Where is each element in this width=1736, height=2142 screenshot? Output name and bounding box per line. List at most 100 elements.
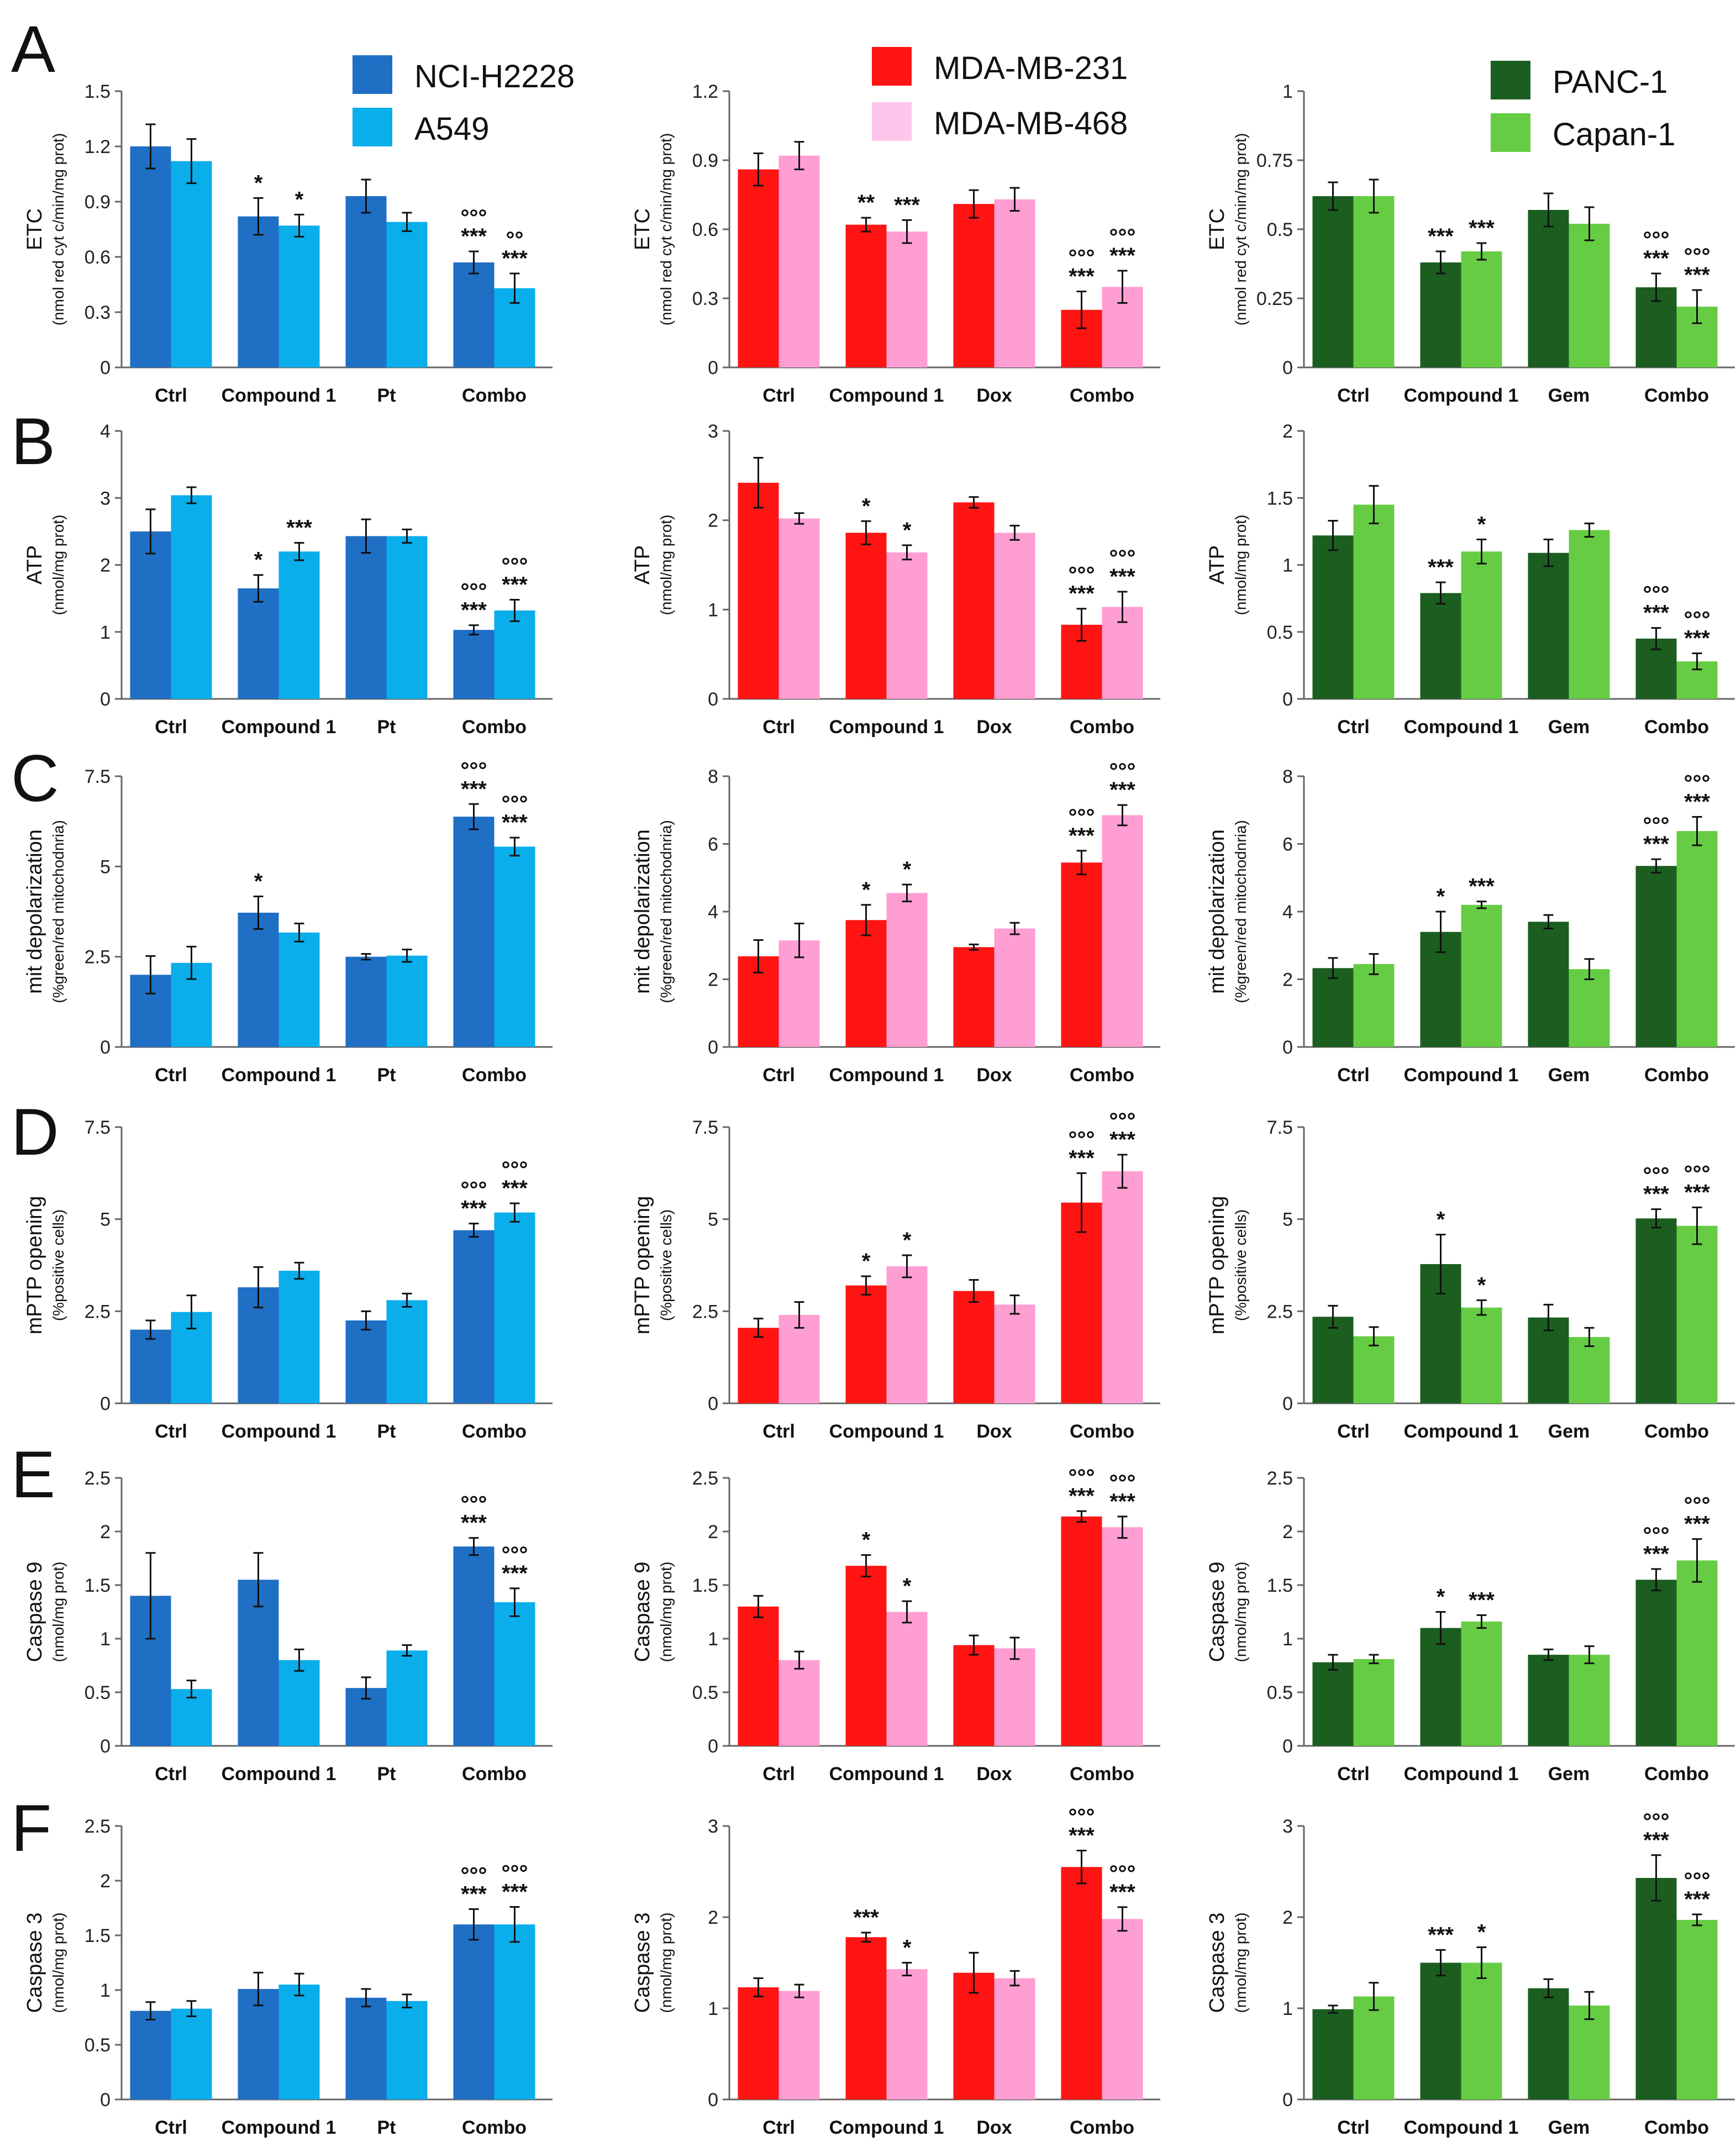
- significance-mark: ***: [461, 1882, 487, 1906]
- x-category-label: Compound 1: [222, 1065, 336, 1086]
- legend-swatch-a549: [353, 108, 392, 146]
- y-axis-label: ATP: [631, 545, 654, 585]
- y-axis-sublabel: (nmol/mg prot): [657, 1561, 675, 1662]
- significance-mark: °°°: [502, 1157, 528, 1182]
- y-tick-label: 0: [100, 1393, 111, 1414]
- y-tick-label: 4: [708, 902, 718, 923]
- bar-mda-mb-231-combo: [1061, 1867, 1102, 2099]
- significance-mark: °°°: [1643, 813, 1670, 838]
- chart-12-caspase-9: 0 0.5 1 1.5 2 2.5 Caspase 9 (nmol/mg prot) Ctrl C…: [23, 1468, 553, 1785]
- y-tick-label: 0.6: [85, 247, 111, 268]
- y-tick-label: 1: [708, 1998, 718, 2019]
- bar-panc-1-combo: [1635, 866, 1677, 1047]
- significance-mark: °°°: [1069, 805, 1095, 829]
- bar-mda-mb-231-dox: [953, 1972, 995, 2099]
- chart-14-caspase-9: 0 0.5 1 1.5 2 2.5 Caspase 9 (nmol/mg prot) Ctrl C…: [1206, 1468, 1735, 1785]
- chart-15-caspase-3: 0 0.5 1 1.5 2 2.5 Caspase 3 (nmol/mg prot) Ctrl C…: [23, 1816, 553, 2138]
- panel-letter-c: C: [11, 741, 59, 815]
- bar-mda-mb-231-dox: [953, 1291, 995, 1403]
- bar-capan-1-gem: [1569, 1655, 1610, 1746]
- bar-a549-compound-1: [278, 1660, 320, 1746]
- x-category-label: Gem: [1548, 1421, 1590, 1442]
- y-axis-label: ATP: [1206, 545, 1229, 585]
- significance-mark: ***: [1469, 1588, 1495, 1612]
- y-axis-label: ETC: [23, 208, 46, 250]
- significance-mark: *: [1477, 1273, 1486, 1297]
- x-category-label: Ctrl: [762, 1764, 795, 1785]
- significance-mark: *: [903, 518, 912, 543]
- y-tick-label: 0.75: [1256, 150, 1293, 171]
- bar-mda-mb-231-dox: [953, 1645, 995, 1746]
- bar-mda-mb-231-ctrl: [738, 169, 779, 367]
- y-tick-label: 3: [1282, 1816, 1293, 1837]
- y-tick-label: 7.5: [692, 1117, 718, 1138]
- significance-mark: °°°: [1069, 1805, 1095, 1829]
- legend-label-nci-h2228: NCI-H2228: [414, 59, 575, 94]
- y-tick-label: 1: [100, 1980, 111, 2001]
- significance-mark: °°°: [461, 1863, 487, 1887]
- x-category-label: Ctrl: [762, 385, 795, 406]
- significance-mark: °°°: [1109, 546, 1136, 570]
- bar-a549-ctrl: [171, 1689, 212, 1746]
- y-axis-sublabel: (%green/red mitochodnria): [50, 820, 67, 1003]
- x-category-label: Pt: [377, 385, 396, 406]
- significance-mark: *: [903, 1228, 912, 1252]
- x-category-label: Combo: [462, 2117, 527, 2138]
- y-tick-label: 0: [1282, 357, 1293, 378]
- bar-nci-h2228-pt: [345, 536, 387, 699]
- bar-a549-pt: [386, 536, 428, 699]
- significance-mark: °°°: [1684, 1493, 1711, 1518]
- y-axis-sublabel: (%green/red mitochodnria): [657, 820, 675, 1003]
- bar-mda-mb-231-compound-1: [845, 1285, 887, 1403]
- x-category-label: Compound 1: [1404, 1421, 1519, 1442]
- legend-label-mda-mb-231: MDA-MB-231: [934, 50, 1128, 86]
- bar-a549-compound-1: [278, 1271, 320, 1403]
- bar-capan-1-combo: [1676, 1919, 1718, 2099]
- significance-mark: °°°: [461, 580, 487, 604]
- significance-mark: °°°: [502, 554, 528, 578]
- significance-mark: *: [254, 870, 263, 894]
- significance-mark: ***: [1428, 555, 1454, 580]
- bar-nci-h2228-ctrl: [130, 2011, 171, 2099]
- significance-mark: °°°: [1109, 1109, 1136, 1133]
- y-tick-label: 2: [100, 1522, 111, 1543]
- y-tick-label: 2: [1282, 970, 1293, 991]
- significance-mark: *: [862, 1249, 871, 1273]
- y-tick-label: 2.5: [1267, 1301, 1293, 1322]
- bar-capan-1-compound-1: [1461, 251, 1502, 367]
- y-axis-sublabel: (%positive cells): [657, 1209, 675, 1321]
- y-axis-sublabel: (%positive cells): [50, 1209, 67, 1321]
- y-tick-label: 2: [100, 555, 111, 576]
- y-axis-label: ATP: [23, 545, 46, 585]
- y-tick-label: 1: [100, 622, 111, 643]
- bar-mda-mb-231-ctrl: [738, 1606, 779, 1746]
- x-category-label: Combo: [1644, 2117, 1709, 2138]
- bar-capan-1-ctrl: [1353, 1336, 1395, 1403]
- y-tick-label: 0: [100, 1037, 111, 1058]
- bar-nci-h2228-combo: [453, 262, 495, 367]
- bar-mda-mb-468-compound-1: [886, 552, 928, 699]
- significance-mark: ***: [461, 1511, 487, 1535]
- x-category-label: Dox: [976, 717, 1012, 738]
- x-category-label: Combo: [1070, 1065, 1134, 1086]
- bar-a549-pt: [386, 2001, 428, 2099]
- significance-mark: ***: [1643, 1828, 1669, 1852]
- significance-mark: *: [862, 494, 871, 518]
- x-category-label: Compound 1: [829, 1421, 944, 1442]
- bar-nci-h2228-ctrl: [130, 1329, 171, 1403]
- y-tick-label: 2: [708, 1907, 718, 1928]
- y-tick-label: 3: [708, 1816, 718, 1837]
- significance-mark: *: [295, 187, 304, 212]
- y-tick-label: 2.5: [85, 1468, 111, 1489]
- bar-capan-1-gem: [1569, 969, 1610, 1047]
- bar-mda-mb-468-dox: [994, 533, 1035, 699]
- y-tick-label: 1.2: [85, 136, 111, 157]
- y-tick-label: 0.5: [1267, 622, 1293, 643]
- significance-mark: ***: [461, 598, 487, 623]
- significance-mark: °°°: [1069, 1127, 1095, 1151]
- significance-mark: ***: [502, 1176, 528, 1201]
- y-tick-label: 1.5: [692, 1575, 718, 1596]
- legend-label-panc-1: PANC-1: [1553, 64, 1667, 100]
- bar-panc-1-gem: [1528, 552, 1569, 699]
- x-category-label: Ctrl: [155, 717, 187, 738]
